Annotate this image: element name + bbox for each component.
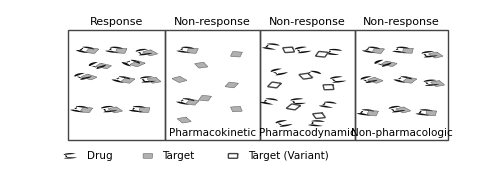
Polygon shape bbox=[186, 48, 198, 53]
Polygon shape bbox=[130, 61, 145, 67]
Polygon shape bbox=[199, 95, 211, 101]
Polygon shape bbox=[89, 62, 106, 69]
Bar bbox=[68, 30, 165, 140]
Polygon shape bbox=[139, 107, 149, 112]
Polygon shape bbox=[82, 74, 97, 80]
Polygon shape bbox=[122, 60, 140, 66]
Polygon shape bbox=[360, 76, 378, 83]
Polygon shape bbox=[316, 51, 328, 57]
Polygon shape bbox=[96, 63, 112, 69]
Polygon shape bbox=[403, 77, 416, 83]
Polygon shape bbox=[286, 104, 300, 110]
Polygon shape bbox=[70, 106, 88, 112]
Polygon shape bbox=[186, 99, 199, 105]
Polygon shape bbox=[270, 69, 288, 75]
Polygon shape bbox=[225, 82, 238, 88]
Polygon shape bbox=[428, 52, 443, 58]
Polygon shape bbox=[313, 113, 325, 118]
Polygon shape bbox=[121, 77, 134, 83]
Polygon shape bbox=[366, 111, 378, 116]
Polygon shape bbox=[86, 48, 98, 53]
Polygon shape bbox=[382, 61, 397, 66]
Polygon shape bbox=[136, 49, 152, 55]
Polygon shape bbox=[294, 47, 312, 53]
Polygon shape bbox=[176, 47, 194, 53]
Bar bbox=[260, 30, 355, 140]
Polygon shape bbox=[268, 82, 281, 88]
Polygon shape bbox=[402, 48, 413, 53]
Polygon shape bbox=[431, 81, 444, 86]
Polygon shape bbox=[319, 101, 336, 108]
Polygon shape bbox=[368, 77, 383, 83]
Text: Pharmacodynamic: Pharmacodynamic bbox=[259, 128, 356, 138]
Polygon shape bbox=[262, 43, 280, 50]
Polygon shape bbox=[362, 47, 380, 53]
Polygon shape bbox=[230, 51, 242, 57]
Polygon shape bbox=[283, 47, 294, 53]
Polygon shape bbox=[101, 106, 117, 112]
Polygon shape bbox=[80, 107, 92, 113]
Text: Target: Target bbox=[162, 151, 194, 161]
Polygon shape bbox=[112, 76, 130, 83]
Text: Response: Response bbox=[90, 17, 144, 27]
Polygon shape bbox=[302, 71, 321, 77]
Text: Non-response: Non-response bbox=[269, 17, 346, 27]
Text: Non-response: Non-response bbox=[363, 17, 440, 27]
Polygon shape bbox=[424, 80, 440, 86]
Polygon shape bbox=[372, 48, 384, 53]
Polygon shape bbox=[374, 60, 392, 67]
Text: Non-pharmacologic: Non-pharmacologic bbox=[350, 128, 452, 138]
Polygon shape bbox=[172, 77, 186, 82]
Text: Non-response: Non-response bbox=[174, 17, 251, 27]
Polygon shape bbox=[108, 107, 122, 113]
Polygon shape bbox=[330, 76, 346, 83]
Polygon shape bbox=[195, 62, 208, 68]
Polygon shape bbox=[426, 111, 436, 116]
Text: Target (Variant): Target (Variant) bbox=[248, 151, 328, 161]
Polygon shape bbox=[228, 154, 237, 158]
Polygon shape bbox=[299, 73, 312, 79]
Polygon shape bbox=[388, 106, 406, 112]
Polygon shape bbox=[260, 98, 278, 105]
Polygon shape bbox=[290, 98, 306, 105]
Polygon shape bbox=[143, 154, 152, 158]
Polygon shape bbox=[176, 98, 195, 105]
Polygon shape bbox=[324, 49, 342, 55]
Polygon shape bbox=[392, 47, 409, 53]
Text: Pharmacokinetic: Pharmacokinetic bbox=[169, 128, 256, 138]
Polygon shape bbox=[76, 47, 94, 53]
Polygon shape bbox=[276, 120, 292, 127]
Bar bbox=[355, 30, 448, 140]
Polygon shape bbox=[143, 50, 158, 56]
Polygon shape bbox=[147, 77, 161, 83]
Polygon shape bbox=[116, 48, 127, 53]
Polygon shape bbox=[74, 73, 92, 80]
Polygon shape bbox=[178, 117, 191, 123]
Bar bbox=[165, 30, 260, 140]
Text: Drug: Drug bbox=[86, 151, 112, 161]
Polygon shape bbox=[128, 106, 146, 112]
Polygon shape bbox=[323, 85, 334, 90]
Polygon shape bbox=[394, 76, 412, 83]
Polygon shape bbox=[416, 109, 432, 115]
Polygon shape bbox=[64, 153, 77, 159]
Polygon shape bbox=[105, 47, 123, 53]
Polygon shape bbox=[140, 76, 156, 83]
Polygon shape bbox=[230, 106, 242, 112]
Polygon shape bbox=[356, 109, 374, 115]
Polygon shape bbox=[396, 107, 410, 113]
Polygon shape bbox=[308, 120, 324, 126]
Polygon shape bbox=[422, 51, 438, 57]
